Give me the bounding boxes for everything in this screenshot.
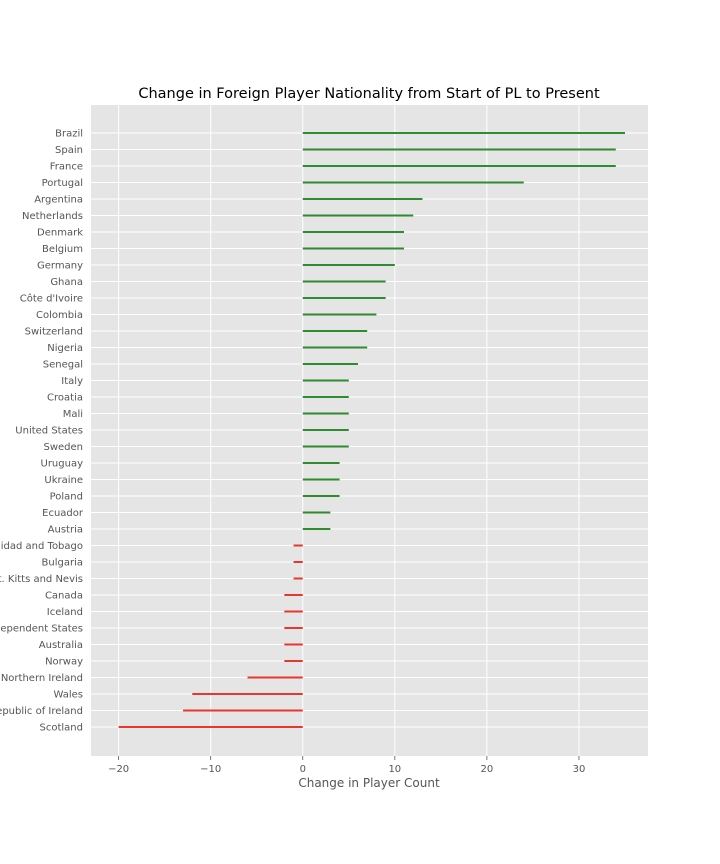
y-tick-label: Brazil xyxy=(55,129,83,140)
y-tick-label: Switzerland xyxy=(25,327,83,338)
y-tick-labels: Brazil Spain France Portugal Argentina Nether… xyxy=(0,129,84,734)
y-tick-label: Wales xyxy=(53,690,83,701)
y-tick-label: Scotland xyxy=(40,723,83,734)
y-tick-label: Canada xyxy=(45,591,83,602)
x-tick-label: 10 xyxy=(388,764,401,775)
y-tick-label: Denmark xyxy=(37,228,83,239)
y-tick-label: Norway xyxy=(45,657,83,668)
y-tick-label: Portugal xyxy=(42,178,83,189)
x-tick-label: 30 xyxy=(573,764,586,775)
bars xyxy=(118,132,625,728)
x-tick-label: −20 xyxy=(108,764,129,775)
y-tick-label: Senegal xyxy=(43,360,83,371)
x-axis-title: Change in Player Count xyxy=(298,776,440,790)
y-tick-label: Ghana xyxy=(50,277,83,288)
y-tick-label: Australia xyxy=(39,640,83,651)
y-tick-label: Iceland xyxy=(47,607,83,618)
chart-title: Change in Foreign Player Nationality fro… xyxy=(138,86,600,102)
y-tick-label: Ukraine xyxy=(44,475,83,486)
y-tick-label: Colombia xyxy=(36,310,83,321)
x-tick-label: −10 xyxy=(200,764,221,775)
y-tick-label: Mali xyxy=(63,409,83,420)
y-tick-label: Spain xyxy=(55,145,83,156)
y-tick-label: Trinidad and Tobago xyxy=(0,541,83,552)
y-tick-label: France xyxy=(50,162,83,173)
x-tick-label: 0 xyxy=(300,764,306,775)
y-tick-label: Italy xyxy=(61,376,83,387)
y-tick-label: Germany xyxy=(37,261,83,272)
y-tick-label: Bulgaria xyxy=(42,558,83,569)
y-tick-label: Nigeria xyxy=(47,343,83,354)
y-tick-label: Belgium xyxy=(42,244,83,255)
y-tick-label: Uruguay xyxy=(41,459,84,470)
x-tick-label: 20 xyxy=(481,764,494,775)
y-tick-label: Poland xyxy=(50,492,83,503)
x-tick-labels: −20 −10 0 10 20 30 xyxy=(108,756,585,775)
y-tick-label: Sweden xyxy=(43,442,83,453)
y-tick-label: Commonwealth of Independent States xyxy=(0,624,83,635)
y-tick-label: Côte d'Ivoire xyxy=(20,293,83,305)
y-tick-label: United States xyxy=(15,426,83,437)
y-tick-label: Northern Ireland xyxy=(1,673,83,684)
y-tick-label: Austria xyxy=(48,525,83,536)
y-tick-label: Ecuador xyxy=(42,508,84,519)
y-tick-label: Croatia xyxy=(47,393,83,404)
y-tick-label: Republic of Ireland xyxy=(0,706,83,717)
y-tick-label: St. Kitts and Nevis xyxy=(0,574,83,585)
y-tick-label: Argentina xyxy=(34,195,83,206)
y-tick-label: Netherlands xyxy=(22,211,83,222)
